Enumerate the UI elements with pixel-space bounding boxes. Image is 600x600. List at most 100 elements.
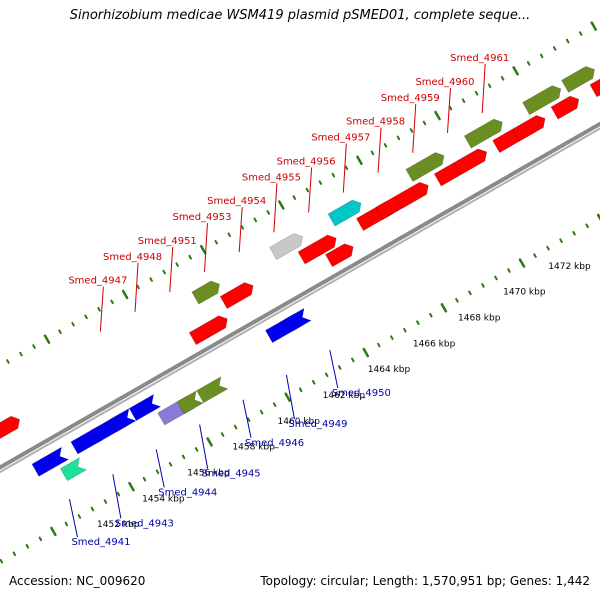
gene-feature-blue — [284, 307, 312, 332]
outer-tick — [578, 31, 583, 36]
gene-label: Smed_4961 — [450, 53, 509, 64]
outer-tick — [383, 143, 388, 148]
outer-tick — [19, 351, 23, 357]
outer-tick — [461, 98, 466, 103]
inner-tick — [559, 238, 563, 244]
outer-tick — [370, 150, 375, 156]
inner-tick — [351, 357, 355, 363]
outer-tick — [6, 359, 10, 364]
outer-tick — [434, 110, 441, 121]
gene-feature-olive — [191, 280, 220, 305]
gene-feature-blue — [128, 393, 162, 421]
inner-tick — [298, 387, 303, 393]
gene-feature-red — [589, 78, 600, 98]
gene-label: Smed_4950 — [332, 388, 391, 399]
gene-feature-olive — [463, 118, 503, 149]
inner-tick — [272, 402, 277, 407]
gene-feature-red — [0, 415, 21, 440]
outer-tick — [188, 254, 192, 260]
inner-tick — [507, 268, 511, 273]
top-gene-labels: Smed_4947 Smed_4948 Smed_4951 Smed_4953 Smed… — [68, 53, 509, 332]
inner-tick — [416, 320, 420, 326]
outer-tick — [526, 61, 531, 66]
gene-leader-line — [68, 499, 78, 538]
gene-label: Smed_4957 — [311, 133, 370, 144]
gene-leader-line — [329, 349, 339, 389]
gene-leader-line — [155, 449, 165, 488]
gene-leader-line — [99, 286, 104, 332]
gene-label: Smed_4960 — [415, 77, 474, 88]
gene-leader-line — [203, 223, 208, 273]
inner-tick — [181, 454, 186, 460]
inner-tick — [533, 253, 537, 258]
gene-label: Smed_4941 — [71, 537, 130, 548]
gene-label: Smed_4959 — [381, 93, 440, 104]
inner-tick — [468, 290, 472, 296]
outer-tick — [149, 277, 153, 282]
outer-tick — [136, 284, 140, 290]
gene-label: Smed_4951 — [138, 236, 197, 247]
gene-label: Smed_4953 — [172, 212, 231, 223]
inner-tick — [220, 432, 225, 437]
gene-leader-line — [169, 246, 174, 292]
map-title: Sinorhizobium medicae WSM419 plasmid pSM… — [69, 8, 531, 23]
inner-tick — [64, 521, 69, 527]
gene-feature-cyan — [327, 199, 362, 227]
kbp-label: 1456 kbp — [187, 468, 230, 478]
inner-tick — [596, 213, 600, 221]
gene-leader-line — [446, 87, 451, 133]
outer-tick — [539, 53, 544, 59]
inner-tick — [103, 499, 108, 504]
gene-leader-line — [242, 399, 252, 438]
gene-label: Smed_4943 — [115, 518, 174, 529]
outer-tick-track — [6, 21, 597, 364]
inner-tick — [25, 544, 30, 549]
gene-leader-line — [134, 262, 139, 312]
gene-leader-line — [238, 207, 243, 253]
kbp-labels: 1452 kbp 1454 kbp 1456 kbp 1458 kbp 1460 kbp… — [97, 262, 591, 530]
inner-tick — [572, 230, 576, 236]
inner-tick — [585, 223, 589, 229]
inner-tick — [168, 462, 173, 467]
outer-tick — [214, 239, 218, 245]
kbp-label: 1460 kbp — [278, 417, 321, 427]
outer-tick — [253, 217, 258, 223]
outer-tick — [422, 120, 427, 126]
gene-feature-red — [188, 315, 228, 346]
gene-leader-line — [412, 103, 417, 153]
outer-tick — [512, 66, 519, 76]
gene-feature-gray — [269, 233, 303, 260]
gene-feature-red — [394, 181, 429, 209]
feature-track — [0, 66, 600, 482]
outer-tick — [305, 187, 310, 193]
gene-leader-line — [308, 167, 313, 213]
outer-tick — [318, 180, 323, 185]
inner-tick — [194, 447, 199, 452]
outer-tick — [227, 232, 231, 238]
gene-feature-red — [297, 234, 337, 265]
outer-tick — [71, 321, 75, 327]
gene-leader-line — [481, 64, 486, 114]
gene-feature-blue — [109, 408, 137, 433]
gene-leader-line — [199, 424, 209, 469]
inner-tick — [259, 409, 264, 415]
outer-tick — [448, 105, 453, 111]
inner-tick — [390, 335, 394, 340]
gene-feature-red — [325, 243, 354, 268]
bottom-gene-labels: Smed_4941 Smed_4943 Smed_4944 Smed_4945 Smed… — [68, 349, 391, 548]
inner-tick — [0, 558, 4, 564]
kbp-label: 1470 kbp — [503, 288, 546, 298]
inner-tick — [50, 526, 57, 537]
inner-tick — [494, 275, 498, 281]
outer-tick — [43, 334, 51, 344]
inner-tick — [455, 298, 459, 303]
inner-tick — [206, 437, 213, 447]
gene-feature-olive — [561, 66, 595, 93]
inner-tick — [311, 380, 316, 385]
inner-tick — [377, 342, 381, 348]
inner-tick-track — [0, 213, 600, 564]
outer-tick — [565, 38, 570, 44]
gene-feature-red — [219, 282, 254, 310]
inner-tick — [546, 245, 550, 251]
gene-label: Smed_4945 — [202, 469, 261, 480]
